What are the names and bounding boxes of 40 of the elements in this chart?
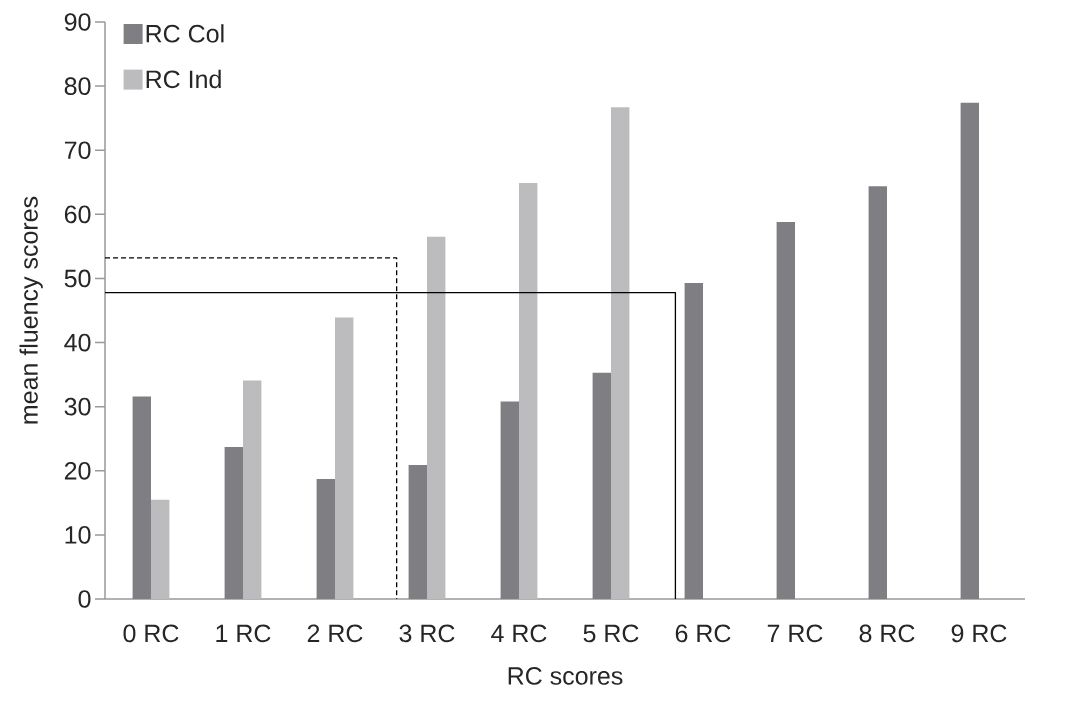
x-tick-label: 2 RC (307, 624, 363, 643)
bar (519, 182, 538, 599)
y-tick-label: 20 (64, 461, 91, 480)
y-tick-label: 90 (64, 13, 91, 31)
legend-label: RC Ind (146, 69, 221, 89)
bar (500, 401, 519, 599)
bar (224, 447, 243, 599)
x-axis-title: RC scores (508, 667, 623, 685)
x-tick-label: 5 RC (583, 624, 639, 643)
y-tick-label: 50 (64, 269, 91, 288)
bar (243, 380, 262, 599)
bar (408, 465, 428, 599)
bar (592, 372, 611, 599)
x-tick-label: 6 RC (675, 624, 731, 643)
x-tick-label: 7 RC (767, 624, 823, 643)
y-tick-label: 30 (64, 397, 91, 416)
legend-label: RC Col (146, 24, 224, 43)
x-tick-label: 9 RC (951, 624, 1007, 643)
bar (684, 282, 703, 599)
bar (611, 107, 630, 599)
x-tick-label: 0 RC (123, 624, 179, 643)
y-tick-label: 60 (64, 205, 91, 224)
bar (335, 317, 354, 599)
y-tick-label: 40 (64, 333, 91, 352)
bar (151, 499, 170, 599)
bar (316, 479, 335, 599)
y-tick-label: 80 (64, 77, 91, 95)
bar (868, 186, 888, 599)
x-tick-label: 8 RC (859, 624, 915, 643)
bar (427, 236, 446, 599)
x-tick-label: 4 RC (491, 624, 547, 643)
y-tick-label: 70 (64, 141, 91, 160)
bar (960, 102, 980, 599)
y-tick-label: 10 (65, 526, 91, 544)
bar (776, 222, 796, 599)
bar (132, 396, 151, 599)
y-axis-title: mean fluency scores (19, 196, 43, 424)
y-tick-label: 0 (78, 590, 91, 608)
x-tick-label: 1 RC (216, 624, 271, 643)
x-tick-label: 3 RC (399, 624, 455, 643)
